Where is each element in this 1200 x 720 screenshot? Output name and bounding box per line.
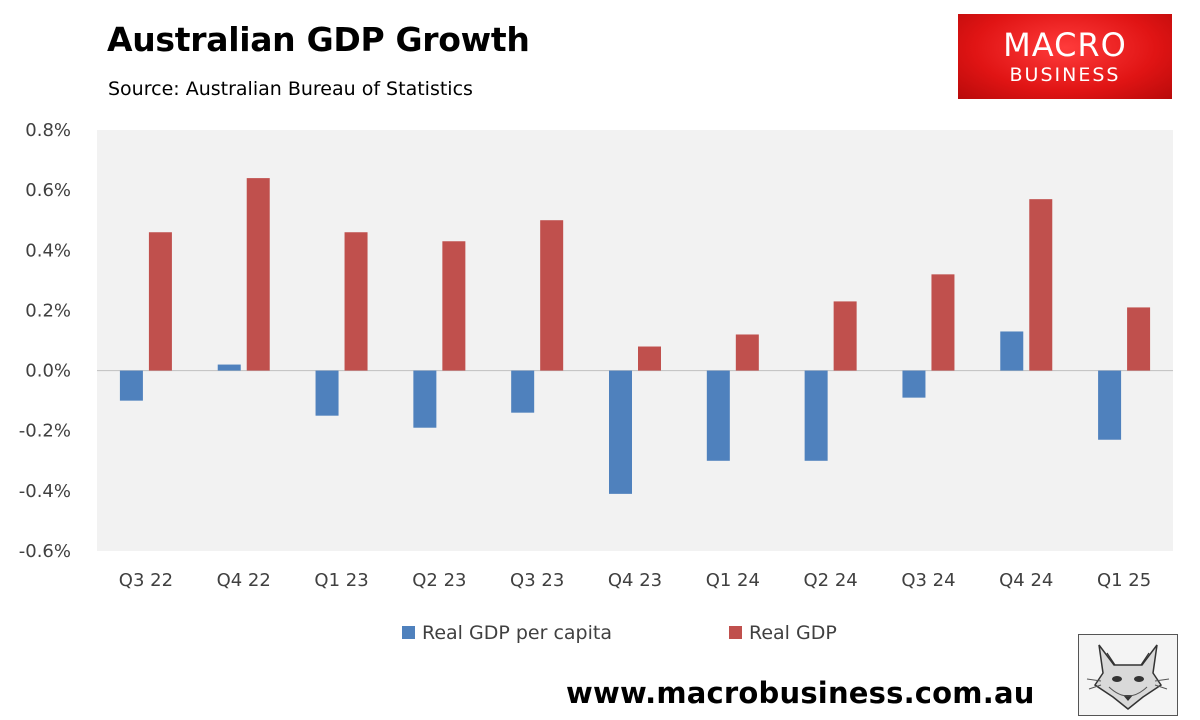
bar-per-capita-q4-23 [609,370,632,494]
legend-label: Real GDP [749,622,837,644]
bar-per-capita-q1-24 [706,370,730,461]
bar-per-capita-q4-24 [1000,331,1024,371]
plot-area [97,130,1173,551]
y-tick-label: 0.2% [25,300,71,321]
bar-per-capita-q3-23 [511,370,535,413]
y-tick-label: 0.6% [25,180,71,201]
x-tick-label: Q4 23 [608,570,662,591]
y-tick-label: 0.0% [25,361,71,382]
bar-real-gdp-q4-24 [1029,199,1053,371]
footer-url[interactable]: www.macrobusiness.com.au [566,676,1035,710]
bar-real-gdp-q1-23 [344,232,368,371]
legend-swatch [729,626,742,639]
bar-real-gdp-q4-22 [246,178,270,371]
x-tick-label: Q3 23 [510,570,564,591]
y-tick-label: -0.6% [19,541,71,562]
y-tick-label: -0.2% [19,421,71,442]
bar-per-capita-q1-23 [315,370,339,416]
bar-per-capita-q4-22 [217,364,241,371]
x-tick-label: Q3 22 [119,570,173,591]
x-tick-label: Q3 24 [901,570,955,591]
logo-line-macro: MACRO [1003,26,1127,64]
bar-per-capita-q1-25 [1098,370,1122,440]
bar-real-gdp-q1-25 [1127,307,1151,371]
legend-label: Real GDP per capita [422,622,612,644]
y-tick-label: 0.4% [25,240,71,261]
x-tick-label: Q1 23 [314,570,368,591]
x-tick-label: Q1 24 [706,570,760,591]
bar-per-capita-q3-24 [902,370,926,398]
y-tick-label: -0.4% [19,481,71,502]
bar-real-gdp-q3-22 [148,232,172,371]
bar-real-gdp-q1-24 [735,334,759,371]
x-tick-label: Q4 22 [217,570,271,591]
x-tick-label: Q4 24 [999,570,1053,591]
bar-real-gdp-q3-23 [540,220,564,371]
x-tick-label: Q2 24 [804,570,858,591]
x-tick-label: Q2 23 [412,570,466,591]
bar-real-gdp-q2-23 [442,241,466,371]
bar-real-gdp-q3-24 [931,274,955,371]
fox-icon [1078,634,1178,716]
y-tick-label: 0.8% [25,120,71,141]
x-tick-label: Q1 25 [1097,570,1151,591]
bar-per-capita-q3-22 [119,370,143,401]
legend-swatch [402,626,415,639]
logo-line-business: BUSINESS [1009,64,1121,86]
chart-title: Australian GDP Growth [107,20,530,59]
bar-per-capita-q2-23 [413,370,437,428]
bar-real-gdp-q2-24 [833,301,857,371]
macrobusiness-logo[interactable]: MACRO BUSINESS [958,14,1172,99]
chart-source: Source: Australian Bureau of Statistics [108,78,473,100]
bar-per-capita-q2-24 [804,370,828,461]
bar-real-gdp-q4-23 [638,346,661,371]
